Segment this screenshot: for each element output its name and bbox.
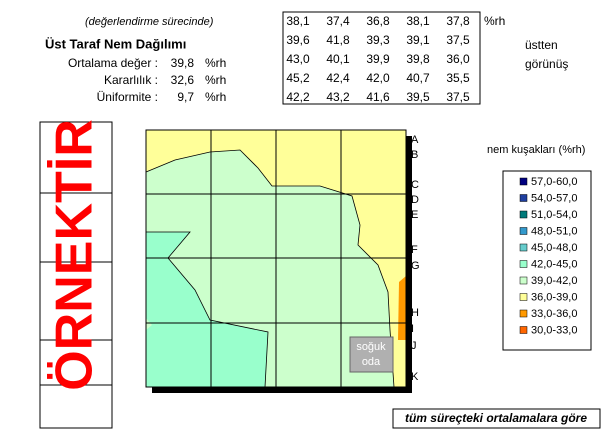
stat-label: Üniformite :	[97, 90, 158, 104]
table: 38,1 37,4 36,8 38,1 37,8 39,6 41,8 39,3 39,1 37,5…	[286, 14, 470, 104]
note: (değerlendirme sürecinde)	[85, 16, 214, 28]
table-cell: 37,5	[446, 90, 470, 104]
legend-swatch	[519, 210, 528, 219]
legend-label: 33,0-36,0	[531, 308, 577, 320]
table-cell: 42,4	[326, 71, 350, 85]
row-letter: I	[411, 323, 414, 335]
table-cell: 45,2	[286, 71, 310, 85]
watermark-box	[39, 121, 113, 429]
view-label: görünüş	[525, 57, 568, 71]
table-cell: 42,2	[286, 90, 310, 104]
legend-label: 48,0-51,0	[531, 225, 577, 237]
view-label: üstten	[525, 38, 558, 52]
table-cell: 39,1	[406, 33, 430, 47]
legend-swatch	[519, 276, 528, 285]
row-letter: B	[411, 149, 418, 161]
table-cell: 39,3	[366, 33, 390, 47]
table-cell: 41,8	[326, 33, 350, 47]
stat-value: 39,8	[171, 56, 195, 70]
room-box	[349, 336, 394, 373]
row-letter: C	[411, 179, 419, 191]
table-cell: 40,7	[406, 71, 430, 85]
legend-swatch	[519, 177, 528, 186]
table-cell: 40,1	[326, 52, 350, 66]
table-cell: 39,5	[406, 90, 430, 104]
title: Üst Taraf Nem Dağılımı	[45, 36, 186, 51]
zone	[146, 232, 268, 387]
legend-label: 57,0-60,0	[531, 176, 577, 188]
table-cell: 38,1	[406, 14, 430, 28]
table-cell: 37,8	[446, 14, 470, 28]
legend-label: 30,0-33,0	[531, 324, 577, 336]
stats: Ortalama değer : 39,8 %rh Kararlılık : 32,6%…	[68, 56, 226, 104]
row-letter: E	[411, 209, 418, 221]
table-cell: 39,6	[286, 33, 310, 47]
legend-box	[502, 170, 592, 351]
room-label: oda	[362, 356, 381, 368]
legend-label: 45,0-48,0	[531, 242, 577, 254]
legend-label: 39,0-42,0	[531, 275, 577, 287]
legend-label: 54,0-57,0	[531, 192, 577, 204]
stat-unit: %rh	[205, 73, 226, 87]
table-cell: 39,9	[366, 52, 390, 66]
table-cell: 43,2	[326, 90, 350, 104]
legend-swatch	[519, 194, 528, 202]
map: soğuk oda	[145, 129, 412, 393]
row-letter: D	[411, 194, 419, 206]
legend-title: nem kuşakları (%rh)	[487, 144, 585, 156]
table-cell: 36,0	[446, 52, 470, 66]
row-letter: F	[411, 244, 418, 256]
table-cell: 38,1	[286, 14, 310, 28]
zone	[398, 276, 406, 340]
footer: tüm süreçteki ortalamalara göre	[405, 411, 587, 425]
legend-label: 51,0-54,0	[531, 209, 577, 221]
legend-swatch	[519, 293, 528, 301]
legend-swatch	[519, 326, 528, 334]
watermark: ÖRNEKTİR	[46, 119, 104, 391]
table-frame	[282, 11, 481, 105]
row-letters: AB CDE FG HIJ K	[411, 134, 420, 383]
legend-label: 42,0-45,0	[531, 258, 577, 270]
legend: 57,0-60,0 54,0-57,0 51,0-54,0 48,0-51,0 45,0…	[519, 176, 577, 336]
table-cell: 43,0	[286, 52, 310, 66]
legend-swatch	[519, 227, 528, 235]
table-cell: 35,5	[446, 71, 470, 85]
row-letter: K	[411, 371, 419, 383]
table-cell: 37,4	[326, 14, 350, 28]
table-cell: 36,8	[366, 14, 390, 28]
stat-unit: %rh	[205, 90, 226, 104]
table-cell: 37,5	[446, 33, 470, 47]
stat-label: Kararlılık :	[104, 73, 158, 87]
legend-swatch	[519, 243, 528, 252]
row-letter: H	[411, 307, 419, 319]
stat-value: 32,6	[171, 73, 195, 87]
table-cell: 42,0	[366, 71, 390, 85]
stat-unit: %rh	[205, 56, 226, 70]
row-letter: A	[411, 134, 419, 146]
table-cell: 39,8	[406, 52, 430, 66]
table-cell: 41,6	[366, 90, 390, 104]
legend-swatch	[519, 309, 528, 318]
room-label: soğuk	[356, 341, 386, 353]
row-letter: G	[411, 260, 420, 272]
legend-label: 36,0-39,0	[531, 291, 577, 303]
stat-value: 9,7	[177, 90, 194, 104]
row-letter: J	[411, 340, 417, 352]
legend-swatch	[519, 260, 528, 268]
table-unit: %rh	[484, 14, 505, 28]
footer-box	[392, 408, 601, 429]
stat-label: Ortalama değer :	[68, 56, 158, 70]
